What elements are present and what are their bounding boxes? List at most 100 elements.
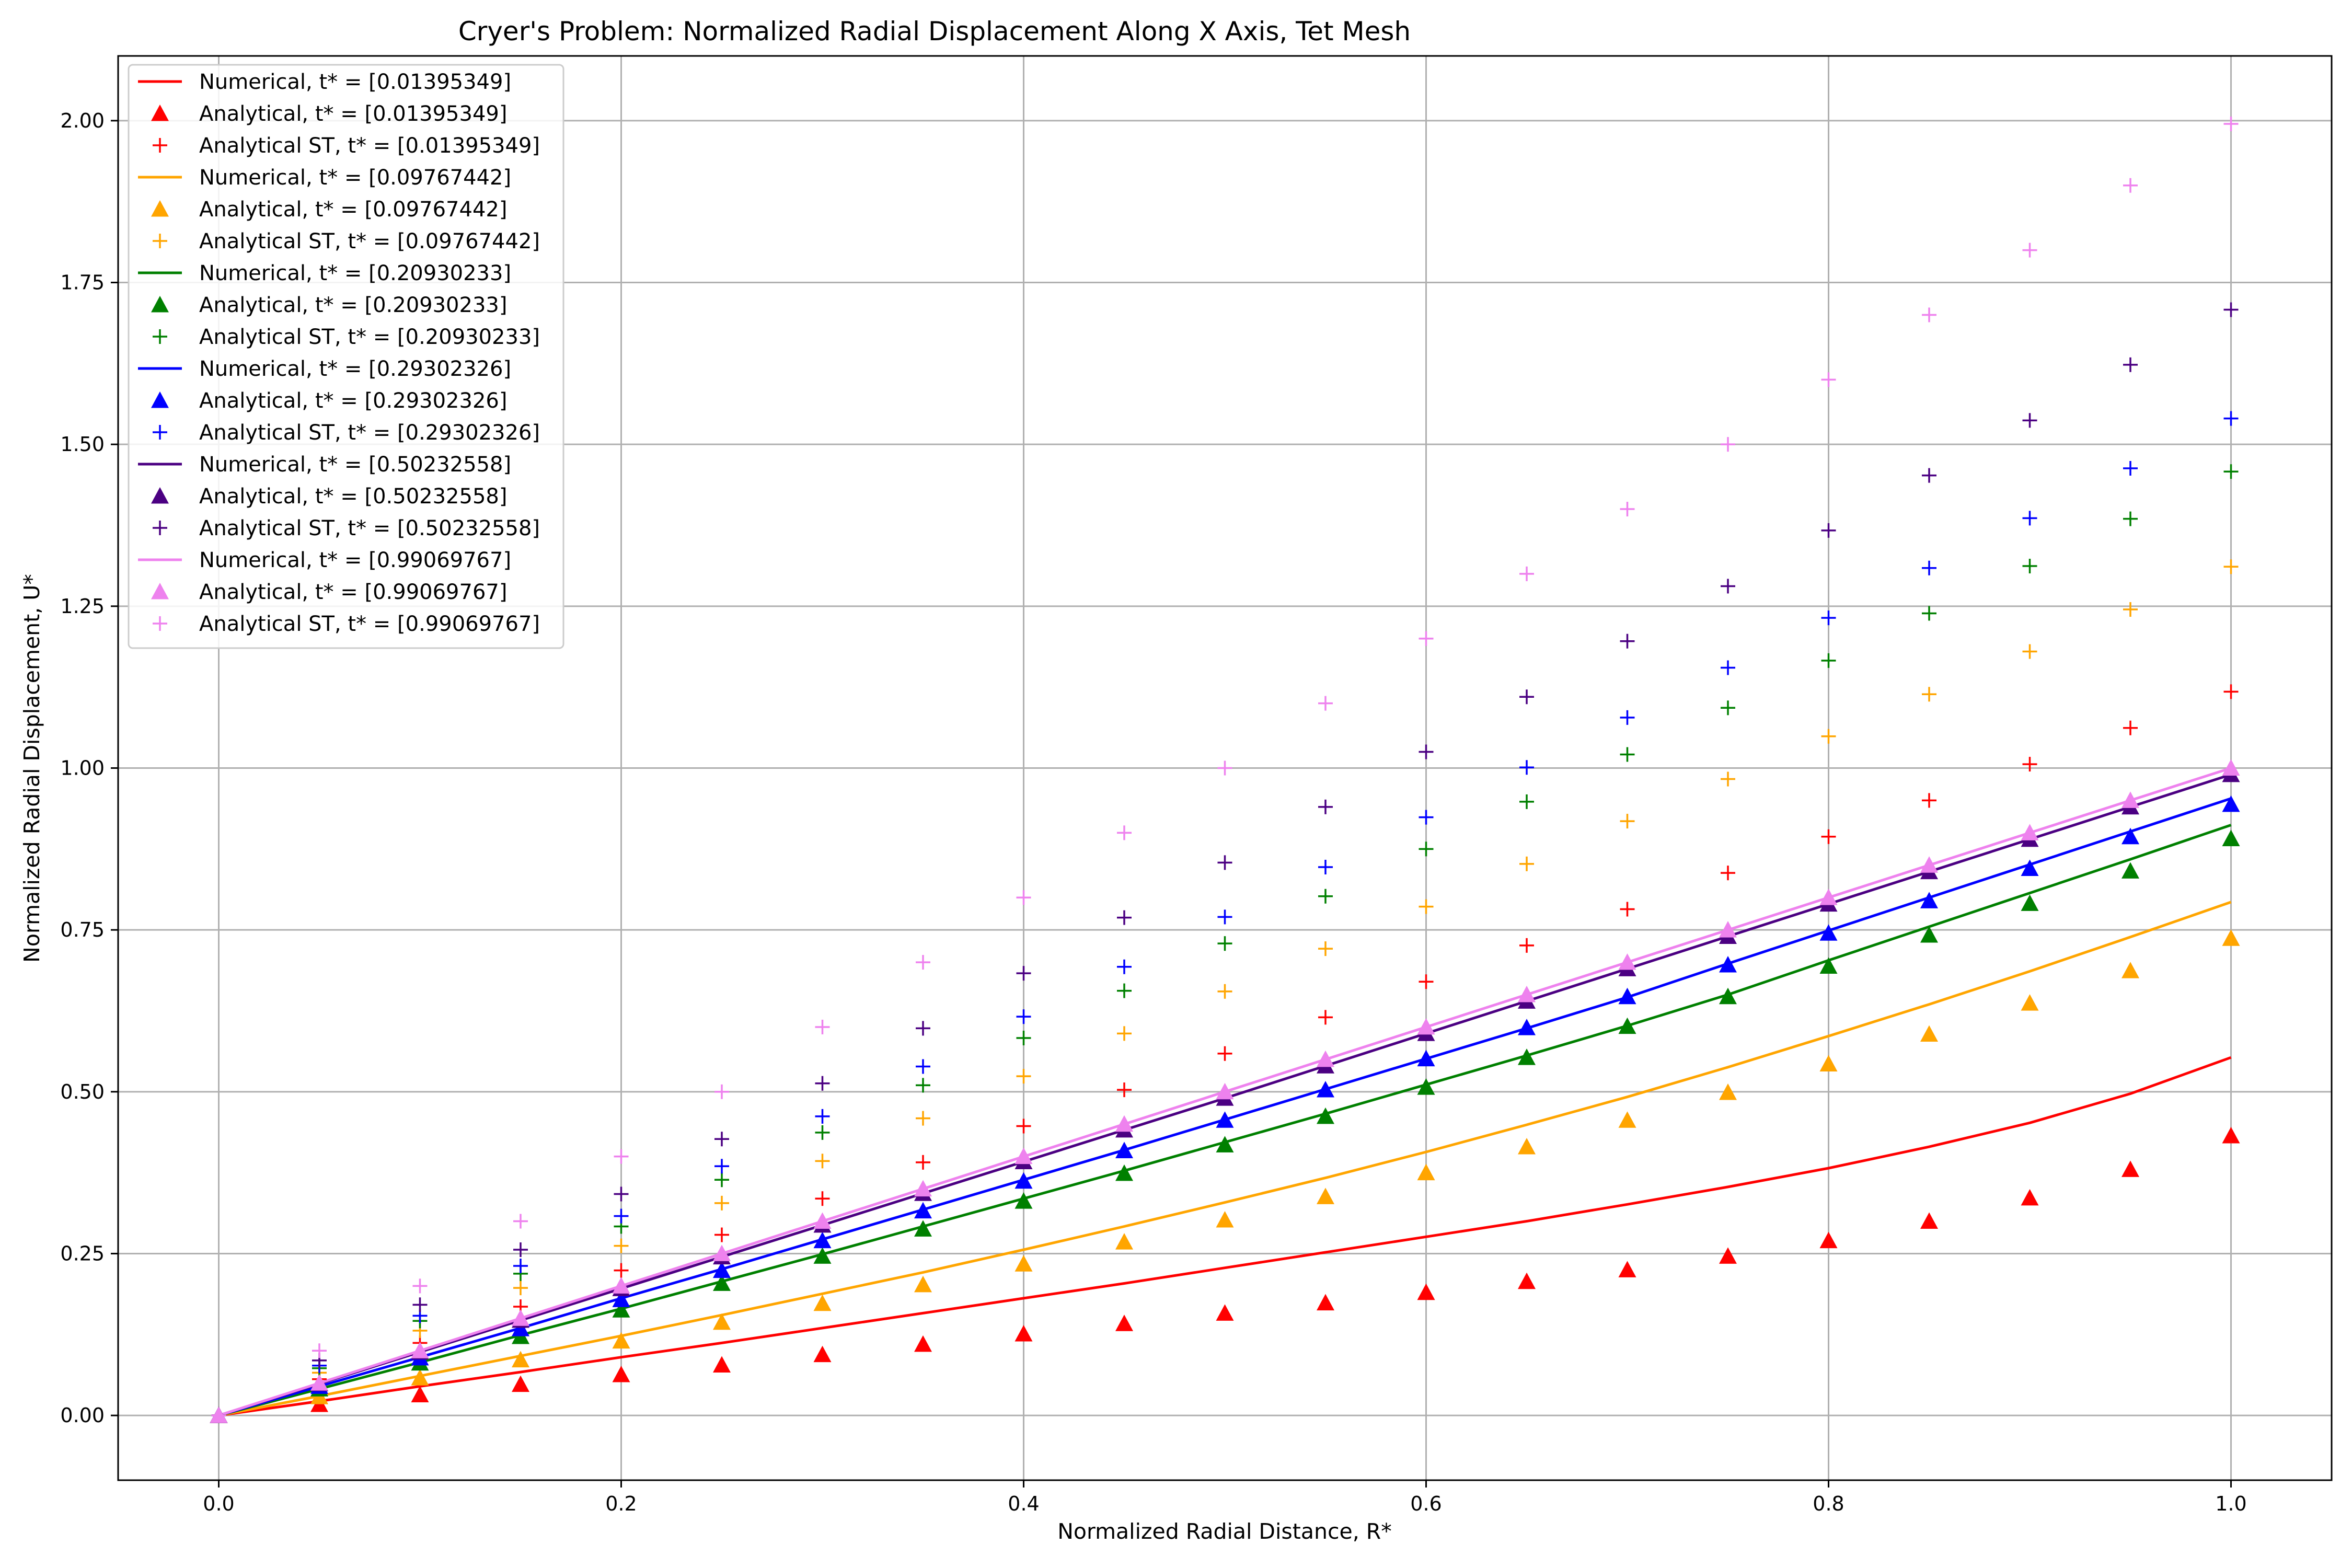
legend-triangle-swatch <box>151 296 169 313</box>
legend-triangle-swatch <box>151 391 169 408</box>
data-point-triangle <box>713 1274 731 1291</box>
data-point-triangle <box>1317 1081 1334 1098</box>
legend-label: Analytical ST, t* = [0.99069767] <box>199 612 540 636</box>
data-point-triangle <box>713 1261 731 1278</box>
data-point-plus <box>614 1186 629 1202</box>
data-point-triangle <box>1518 1019 1536 1035</box>
legend-item: Numerical, t* = [0.29302326] <box>138 357 511 381</box>
data-point-plus <box>1620 747 1635 762</box>
data-point-triangle <box>713 1356 731 1373</box>
data-point-plus <box>1620 814 1635 829</box>
x-axis-label: Normalized Radial Distance, R* <box>1057 1519 1392 1544</box>
data-point-triangle <box>713 1313 731 1330</box>
series-line <box>218 1056 2232 1417</box>
data-point-triangle <box>2222 795 2240 812</box>
y-tick-label: 1.75 <box>60 271 105 294</box>
data-point-triangle <box>1216 1082 1234 1100</box>
data-point-plus <box>2223 411 2239 426</box>
legend-triangle-swatch <box>151 105 169 121</box>
data-point-triangle <box>1719 921 1737 938</box>
data-point-triangle <box>1115 1233 1133 1250</box>
data-point-plus <box>714 1132 729 1147</box>
y-tick-label: 0.25 <box>60 1242 105 1265</box>
data-point-triangle <box>813 1345 832 1363</box>
data-point-plus <box>815 1154 830 1169</box>
data-point-plus <box>1821 653 1836 668</box>
data-point-plus <box>916 1078 930 1093</box>
legend-item: Analytical, t* = [0.09767442] <box>151 198 507 222</box>
data-point-plus <box>1821 372 1836 387</box>
data-point-triangle <box>1115 1164 1133 1181</box>
legend-item: Analytical ST, t* = [0.50232558] <box>153 516 540 540</box>
data-point-triangle <box>914 1180 932 1197</box>
data-point-plus <box>1016 966 1031 981</box>
data-point-triangle <box>1317 1050 1334 1067</box>
data-point-triangle <box>512 1320 529 1336</box>
legend-label: Analytical, t* = [0.20930233] <box>199 293 507 317</box>
data-point-plus <box>815 1019 830 1034</box>
data-point-triangle <box>1819 1231 1838 1249</box>
data-point-plus <box>1922 560 1936 575</box>
legend-label: Numerical, t* = [0.20930233] <box>199 261 511 285</box>
data-point-triangle <box>2021 894 2039 911</box>
legend-triangle-swatch <box>151 487 169 504</box>
data-point-plus <box>916 955 930 970</box>
data-point-plus <box>2123 178 2138 193</box>
data-point-triangle <box>1920 892 1938 908</box>
data-point-plus <box>815 1076 830 1091</box>
legend-item: Analytical, t* = [0.99069767] <box>151 580 507 604</box>
data-point-plus <box>1519 566 1534 581</box>
data-point-plus <box>1318 941 1333 956</box>
data-point-triangle <box>1719 1083 1737 1100</box>
data-point-triangle <box>1014 1147 1033 1165</box>
legend-item: Numerical, t* = [0.50232558] <box>138 453 511 477</box>
data-point-plus <box>714 1227 729 1242</box>
data-point-triangle <box>512 1309 529 1326</box>
data-point-plus <box>916 1021 930 1036</box>
data-point-plus <box>1620 633 1635 649</box>
data-point-plus <box>1620 502 1635 517</box>
data-point-triangle <box>2222 759 2240 776</box>
legend-label: Analytical, t* = [0.50232558] <box>199 485 507 509</box>
data-point-plus <box>2022 559 2037 574</box>
legend-label: Analytical, t* = [0.09767442] <box>199 198 507 222</box>
data-point-plus <box>2022 644 2037 659</box>
data-point-plus <box>513 1242 528 1258</box>
data-point-plus <box>1721 437 1735 452</box>
data-point-triangle <box>1618 987 1636 1005</box>
data-point-plus <box>1821 610 1836 626</box>
data-point-plus <box>1519 856 1534 871</box>
legend-item: Numerical, t* = [0.09767442] <box>138 166 511 190</box>
data-point-triangle <box>1819 957 1838 974</box>
data-point-triangle <box>1518 1048 1536 1065</box>
data-point-triangle <box>612 1290 630 1307</box>
data-point-triangle <box>1216 1136 1234 1152</box>
data-point-triangle <box>1216 1304 1234 1321</box>
legend-item: Analytical ST, t* = [0.29302326] <box>153 421 540 445</box>
data-point-plus <box>2223 559 2239 574</box>
data-point-triangle <box>411 1369 429 1386</box>
x-axis-ticks: 0.0 0.2 0.4 0.6 0.8 1.0 <box>203 1480 2247 1515</box>
data-point-triangle <box>1618 1017 1636 1034</box>
legend-item: Numerical, t* = [0.20930233] <box>138 261 511 285</box>
data-point-plus <box>614 1149 629 1164</box>
data-point-plus <box>1419 744 1434 759</box>
legend-label: Analytical ST, t* = [0.50232558] <box>199 516 540 540</box>
data-point-triangle <box>1518 986 1536 1002</box>
data-point-triangle <box>1417 1018 1435 1035</box>
legend-item: Analytical, t* = [0.29302326] <box>151 389 507 413</box>
data-point-triangle <box>1014 1172 1033 1189</box>
y-axis-label: Normalized Radial Displacement, U* <box>19 574 44 963</box>
data-point-triangle <box>713 1244 731 1261</box>
data-point-plus <box>2223 117 2239 132</box>
data-point-triangle <box>411 1386 429 1402</box>
data-point-triangle <box>1216 1111 1234 1128</box>
data-point-plus <box>1318 799 1333 814</box>
legend-item: Analytical ST, t* = [0.20930233] <box>153 325 540 349</box>
data-point-plus <box>1821 729 1836 744</box>
data-point-plus <box>916 1111 930 1126</box>
data-point-plus <box>1016 1009 1031 1024</box>
data-point-plus <box>1419 974 1434 989</box>
legend-triangle-swatch <box>151 583 169 599</box>
